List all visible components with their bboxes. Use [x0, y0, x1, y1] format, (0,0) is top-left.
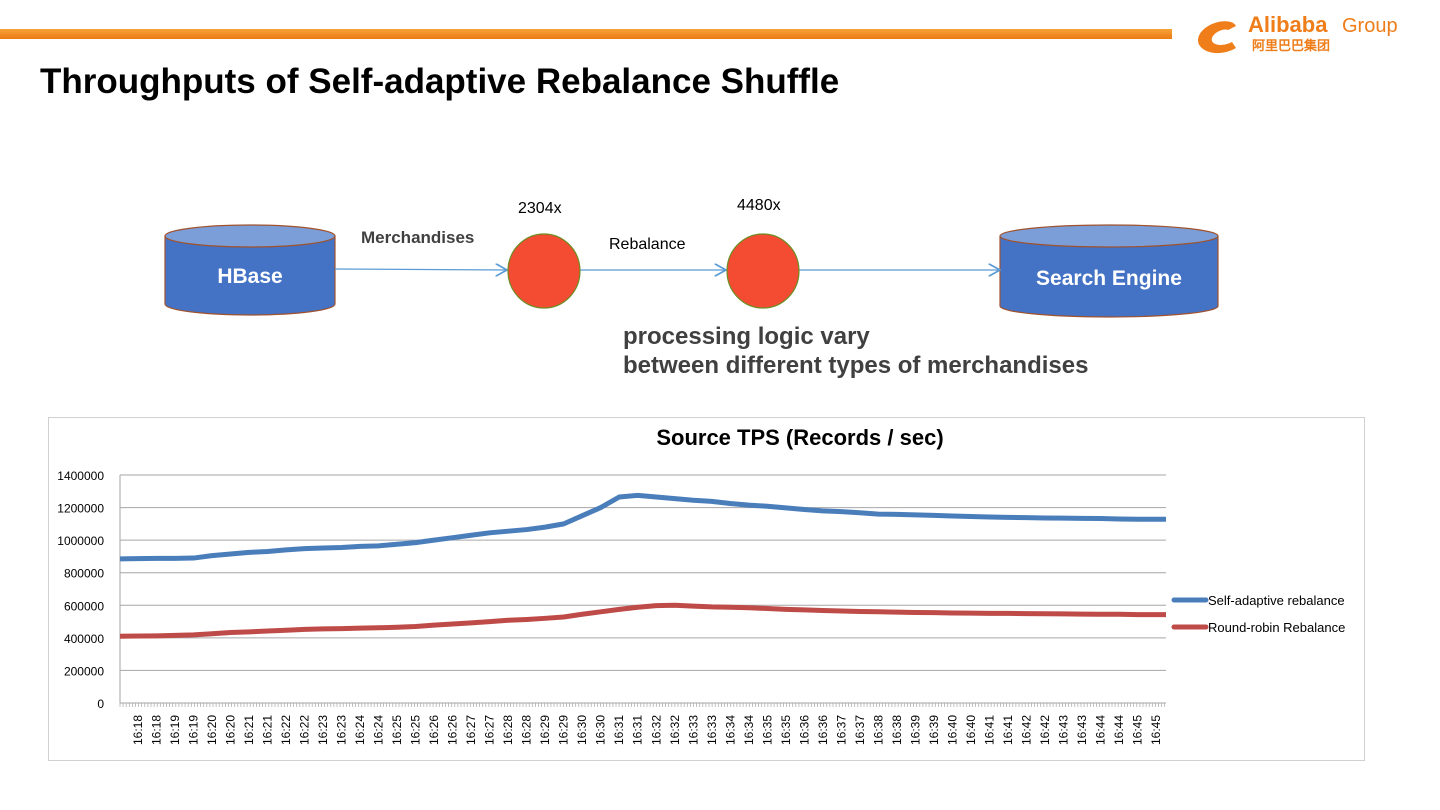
arrow-hbase-to-node1	[334, 269, 507, 270]
search-engine-label: Search Engine	[1036, 267, 1182, 290]
x-tick-label: 16:21	[242, 715, 256, 745]
x-tick-label: 16:31	[631, 715, 645, 745]
x-tick-label: 16:25	[390, 715, 404, 745]
x-tick-label: 16:27	[483, 715, 497, 745]
x-tick-label: 16:39	[927, 715, 941, 745]
x-tick-label: 16:38	[890, 715, 904, 745]
x-tick-label: 16:29	[557, 715, 571, 745]
x-tick-label: 16:19	[187, 715, 201, 745]
alibaba-group-logo: Alibaba Group 阿里巴巴集团	[1198, 12, 1398, 54]
search-engine-cylinder	[999, 224, 1219, 318]
header-accent-bar	[0, 29, 1172, 39]
x-tick-label: 16:26	[446, 715, 460, 745]
edge-label-rebalance: Rebalance	[609, 236, 686, 253]
svg-text:Alibaba: Alibaba	[1248, 12, 1328, 37]
legend-label: Round-robin Rebalance	[1208, 620, 1345, 635]
x-tick-label: 16:42	[1038, 715, 1052, 745]
series-line-self-adaptive	[119, 492, 1166, 562]
x-tick-label: 16:44	[1093, 715, 1107, 745]
node1-parallelism: 2304x	[518, 200, 562, 217]
operator-node-1	[507, 233, 581, 309]
node2-parallelism: 4480x	[737, 197, 781, 214]
y-tick-label: 0	[97, 697, 104, 711]
edge-label-merchandises: Merchandises	[361, 228, 475, 247]
x-tick-label: 16:33	[705, 715, 719, 745]
x-tick-label: 16:37	[834, 715, 848, 745]
x-tick-label: 16:36	[816, 715, 830, 745]
x-tick-label: 16:19	[168, 715, 182, 745]
x-tick-label: 16:34	[723, 715, 737, 745]
hbase-label: HBase	[217, 265, 282, 288]
x-tick-label: 16:40	[945, 715, 959, 745]
y-tick-label: 200000	[64, 664, 104, 678]
x-tick-label: 16:21	[261, 715, 275, 745]
x-tick-label: 16:44	[1112, 715, 1126, 745]
x-tick-label: 16:18	[131, 715, 145, 745]
x-tick-label: 16:27	[464, 715, 478, 745]
x-tick-label: 16:43	[1056, 715, 1070, 745]
x-tick-label: 16:32	[649, 715, 663, 745]
x-tick-label: 16:25	[409, 715, 423, 745]
y-tick-label: 1400000	[57, 469, 104, 483]
x-tick-label: 16:38	[871, 715, 885, 745]
x-tick-label: 16:41	[982, 715, 996, 745]
x-tick-label: 16:35	[779, 715, 793, 745]
x-tick-label: 16:41	[1001, 715, 1015, 745]
legend-label: Self-adaptive rebalance	[1208, 593, 1345, 608]
processing-note-line2: between different types of merchandises	[623, 352, 1089, 379]
y-tick-label: 1200000	[57, 502, 104, 516]
x-tick-label: 16:23	[335, 715, 349, 745]
operator-node-2	[726, 233, 800, 309]
x-tick-label: 16:34	[742, 715, 756, 745]
x-tick-label: 16:29	[538, 715, 552, 745]
x-tick-label: 16:18	[150, 715, 164, 745]
x-tick-label: 16:33	[686, 715, 700, 745]
x-tick-label: 16:32	[668, 715, 682, 745]
svg-text:阿里巴巴集团: 阿里巴巴集团	[1252, 38, 1330, 54]
x-tick-label: 16:39	[908, 715, 922, 745]
x-tick-label: 16:26	[427, 715, 441, 745]
tps-line-chart: 0 200000 400000 600000 800000 1000000 1200000 1…	[57, 469, 1345, 745]
chart-title: Source TPS (Records / sec)	[656, 425, 944, 450]
svg-text:Group: Group	[1342, 15, 1398, 37]
chart-frame	[48, 417, 1365, 761]
processing-note-line1: processing logic vary	[623, 323, 870, 350]
x-tick-label: 16:28	[520, 715, 534, 745]
x-tick-label: 16:45	[1149, 715, 1163, 745]
x-tick-label: 16:23	[316, 715, 330, 745]
x-tick-label: 16:24	[372, 715, 386, 745]
x-tick-label: 16:43	[1075, 715, 1089, 745]
hbase-cylinder	[164, 224, 336, 316]
x-tick-label: 16:20	[205, 715, 219, 745]
slide-title: Throughputs of Self-adaptive Rebalance S…	[40, 62, 840, 101]
y-tick-label: 600000	[64, 599, 104, 613]
x-tick-label: 16:30	[575, 715, 589, 745]
x-tick-label: 16:22	[279, 715, 293, 745]
x-tick-label: 16:20	[224, 715, 238, 745]
processing-note: processing logic vary between different …	[623, 322, 1088, 380]
series-line-round-robin	[119, 602, 1166, 639]
x-tick-label: 16:22	[298, 715, 312, 745]
pipeline-diagram: HBase Search Engine	[164, 224, 1219, 318]
x-tick-label: 16:31	[612, 715, 626, 745]
x-tick-label: 16:42	[1019, 715, 1033, 745]
y-tick-label: 800000	[64, 567, 104, 581]
y-tick-label: 1000000	[57, 534, 104, 548]
x-tick-label: 16:30	[594, 715, 608, 745]
x-tick-label: 16:37	[853, 715, 867, 745]
x-tick-label: 16:36	[797, 715, 811, 745]
x-tick-label: 16:28	[501, 715, 515, 745]
x-tick-label: 16:45	[1130, 715, 1144, 745]
x-tick-label: 16:24	[353, 715, 367, 745]
x-tick-label: 16:40	[964, 715, 978, 745]
y-tick-label: 400000	[64, 632, 104, 646]
x-tick-label: 16:35	[760, 715, 774, 745]
